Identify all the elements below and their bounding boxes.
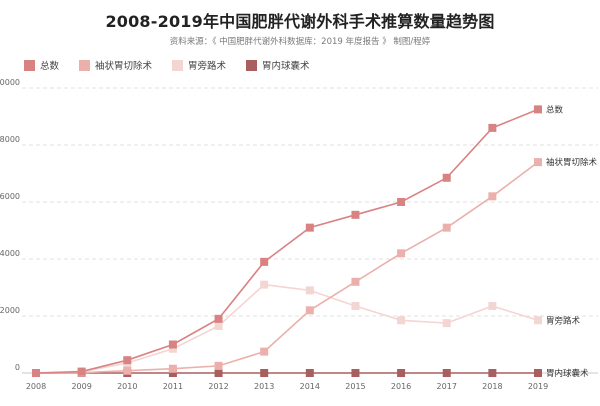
y-tick-label: 10000	[0, 78, 20, 87]
data-point	[168, 369, 177, 377]
chart-subtitle: 资料来源：《 中国肥胖代谢外科数据库：2019 年度报告 》 制图/程婷	[169, 37, 431, 47]
series-end-label: 袖状胃切除术	[546, 157, 598, 168]
data-point	[534, 158, 542, 167]
legend-item-balloon[interactable]: 胃内球囊术	[246, 58, 310, 72]
y-tick-label: 0	[15, 363, 20, 372]
legend-label-sleeve: 袖状胃切除术	[95, 61, 153, 72]
x-tick-label: 2011	[163, 382, 183, 391]
series-end-label: 胃旁路术	[546, 315, 581, 326]
data-point	[351, 302, 360, 311]
legend-item-sleeve[interactable]: 袖状胃切除术	[79, 58, 152, 72]
legend-label-total: 总数	[40, 61, 60, 72]
legend-item-total[interactable]: 总数	[24, 58, 59, 72]
data-point	[214, 369, 223, 377]
data-point	[260, 280, 269, 289]
x-tick-label: 2018	[482, 382, 502, 391]
legend: 总数 袖状胃切除术 胃旁路术 胃内球囊术	[24, 58, 330, 72]
data-point	[442, 369, 451, 377]
data-point	[442, 319, 451, 328]
x-tick-label: 2014	[300, 382, 320, 391]
data-point	[488, 302, 497, 311]
x-tick-label: 2015	[345, 382, 365, 391]
y-tick-label: 4000	[0, 249, 20, 258]
series-line-1	[35, 161, 539, 374]
data-point	[351, 369, 360, 377]
legend-swatch-balloon	[246, 59, 258, 71]
x-tick-label: 2010	[117, 382, 137, 391]
data-point	[214, 314, 223, 323]
data-point	[77, 367, 86, 376]
x-tick-label: 2017	[437, 382, 457, 391]
x-tick-label: 2019	[528, 382, 548, 391]
legend-swatch-bypass	[172, 59, 184, 71]
data-point	[397, 249, 406, 258]
data-point	[397, 198, 406, 206]
data-point	[442, 223, 451, 232]
data-point	[534, 369, 542, 377]
x-tick-label: 2016	[391, 382, 411, 391]
data-point	[305, 286, 314, 295]
data-point	[397, 316, 406, 325]
data-point	[351, 277, 360, 286]
series-end-label: 总数	[546, 104, 564, 115]
data-point	[260, 347, 269, 356]
x-tick-label: 2008	[26, 382, 46, 391]
legend-label-balloon: 胃内球囊术	[262, 61, 310, 72]
data-point	[305, 306, 314, 315]
data-point	[260, 369, 269, 377]
y-tick-label: 2000	[0, 306, 20, 315]
data-point	[214, 361, 223, 370]
series-end-label: 胃内球囊术	[546, 368, 589, 379]
data-point	[260, 257, 269, 266]
x-tick-label: 2012	[208, 382, 228, 391]
data-point	[351, 210, 360, 219]
data-point	[168, 364, 177, 373]
data-point	[488, 369, 497, 377]
series-line-0	[35, 108, 539, 374]
data-point	[214, 321, 223, 330]
data-point	[168, 344, 177, 353]
legend-swatch-total	[24, 59, 35, 71]
data-point	[397, 369, 406, 377]
data-point	[305, 369, 314, 377]
chart-title: 2008-2019年中国肥胖代谢外科手术推算数量趋势图	[105, 12, 495, 31]
data-point	[488, 123, 497, 132]
x-tick-label: 2013	[254, 382, 274, 391]
data-point	[534, 316, 542, 325]
data-point	[305, 223, 314, 232]
data-point	[32, 369, 40, 377]
series-line-2	[35, 283, 539, 374]
x-tick-label: 2009	[71, 382, 91, 391]
data-point	[442, 173, 451, 182]
data-point	[488, 192, 497, 201]
data-point	[123, 366, 132, 375]
y-tick-label: 6000	[0, 192, 20, 201]
data-point	[168, 340, 177, 349]
legend-swatch-sleeve	[79, 59, 91, 71]
data-point	[534, 105, 542, 114]
legend-label-bypass: 胃旁路术	[188, 61, 227, 72]
y-tick-label: 8000	[0, 135, 20, 144]
data-point	[123, 356, 132, 365]
legend-item-bypass[interactable]: 胃旁路术	[172, 58, 226, 72]
